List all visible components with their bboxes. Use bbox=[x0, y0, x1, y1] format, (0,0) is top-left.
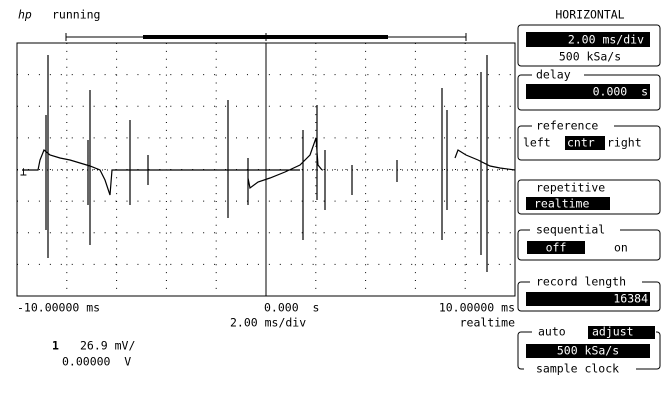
center-time: 0.000 s bbox=[264, 301, 319, 315]
reference-softkey[interactable]: reference left cntr right bbox=[517, 119, 661, 161]
record-length-label: record length bbox=[536, 275, 626, 289]
mode-readout: realtime bbox=[460, 316, 515, 330]
channel-offset: 0.00000 V bbox=[62, 355, 131, 369]
timebase-value: 2.00 ms/div bbox=[568, 33, 644, 47]
left-time: -10.00000 ms bbox=[17, 301, 100, 315]
reference-cntr: cntr bbox=[567, 136, 595, 150]
right-time: 10.00000 ms bbox=[439, 301, 515, 315]
memory-bar bbox=[65, 33, 467, 41]
sample-clock-softkey[interactable]: auto adjust 500 kSa/s sample clock bbox=[517, 325, 661, 376]
sequential-off: off bbox=[546, 241, 567, 255]
waveform bbox=[22, 55, 516, 272]
timebase-readout: 2.00 ms/div bbox=[230, 316, 306, 330]
sample-clock-auto: auto bbox=[538, 325, 566, 339]
sequential-on: on bbox=[614, 241, 628, 255]
sample-clock-label: sample clock bbox=[536, 362, 619, 376]
reference-right: right bbox=[607, 136, 642, 150]
timebase-rate: 500 kSa/s bbox=[559, 50, 621, 64]
repetitive-value: realtime bbox=[534, 197, 589, 211]
sample-clock-adjust: adjust bbox=[592, 325, 634, 339]
timebase-softkey[interactable]: 2.00 ms/div 500 kSa/s bbox=[517, 24, 661, 67]
repetitive-softkey[interactable]: repetitive realtime bbox=[517, 179, 661, 215]
repetitive-label: repetitive bbox=[536, 181, 605, 195]
panel-title: HORIZONTAL bbox=[555, 8, 624, 22]
sequential-label: sequential bbox=[536, 223, 605, 237]
sample-clock-value: 500 kSa/s bbox=[557, 344, 619, 358]
sequential-softkey[interactable]: sequential off on bbox=[517, 223, 661, 261]
record-length-value: 16384 bbox=[613, 292, 648, 306]
channel-number: 1 bbox=[52, 339, 59, 353]
delay-label: delay bbox=[536, 68, 571, 82]
logo: hp bbox=[18, 8, 32, 22]
delay-value: 0.000 s bbox=[593, 85, 648, 99]
reference-left: left bbox=[523, 136, 551, 150]
record-length-softkey[interactable]: record length 16384 bbox=[517, 275, 661, 312]
channel-scale: 26.9 mV/ bbox=[80, 339, 135, 353]
reference-label: reference bbox=[536, 119, 598, 133]
ground-marker: ⊥ bbox=[20, 165, 27, 179]
delay-softkey[interactable]: delay 0.000 s bbox=[517, 68, 661, 111]
status: running bbox=[52, 8, 100, 22]
